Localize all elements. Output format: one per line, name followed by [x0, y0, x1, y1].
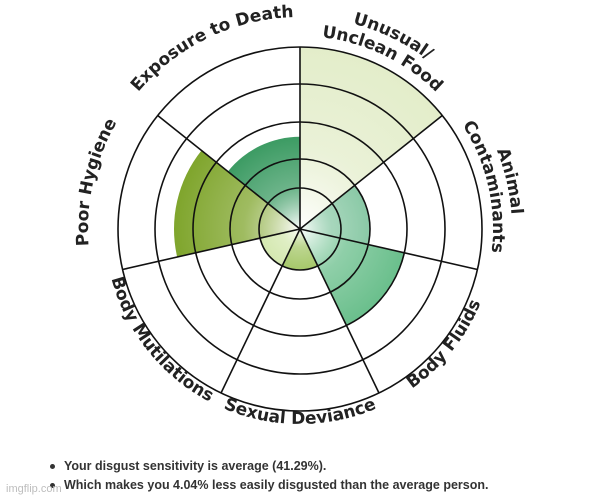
category-label: Body Fluids: [403, 297, 485, 393]
category-label: Exposure to Death: [127, 2, 294, 95]
bullet-icon: [50, 464, 55, 469]
sector-group: [174, 47, 443, 326]
grid-spoke: [299, 228, 380, 394]
category-label: Body Mutilations: [107, 274, 217, 406]
bullet-icon: [50, 483, 55, 488]
result-summary: Your disgust sensitivity is average (41.…: [48, 457, 488, 495]
grid-spoke: [299, 114, 443, 230]
grid-group: [117, 46, 483, 412]
grid-spoke: [122, 228, 301, 271]
category-label: Poor Hygiene: [73, 115, 121, 247]
watermark: imgflip.com: [6, 483, 62, 495]
sector-sexual-deviance: [282, 229, 318, 271]
summary-item-sensitivity: Your disgust sensitivity is average (41.…: [48, 457, 488, 476]
summary-text: Your disgust sensitivity is average (41.…: [64, 459, 327, 473]
grid-spoke: [220, 228, 301, 394]
sector-animal-contaminants: [300, 185, 370, 245]
sector-body-fluids: [300, 229, 405, 326]
sector-poor-hygiene: [174, 150, 300, 258]
sector-unusual-unclean-food: [300, 47, 443, 229]
category-label: Sexual Deviance: [221, 394, 378, 429]
summary-item-comparison: Which makes you 4.04% less easily disgus…: [48, 476, 488, 495]
summary-text: Which makes you 4.04% less easily disgus…: [64, 478, 489, 492]
disgust-radial-chart: Unusual/Unclean FoodAnimalContaminantsBo…: [73, 2, 527, 429]
sector-exposure-to-death: [227, 136, 300, 229]
grid-spoke: [157, 114, 301, 230]
category-label: Contaminants: [458, 117, 508, 254]
grid-spoke: [299, 228, 478, 271]
